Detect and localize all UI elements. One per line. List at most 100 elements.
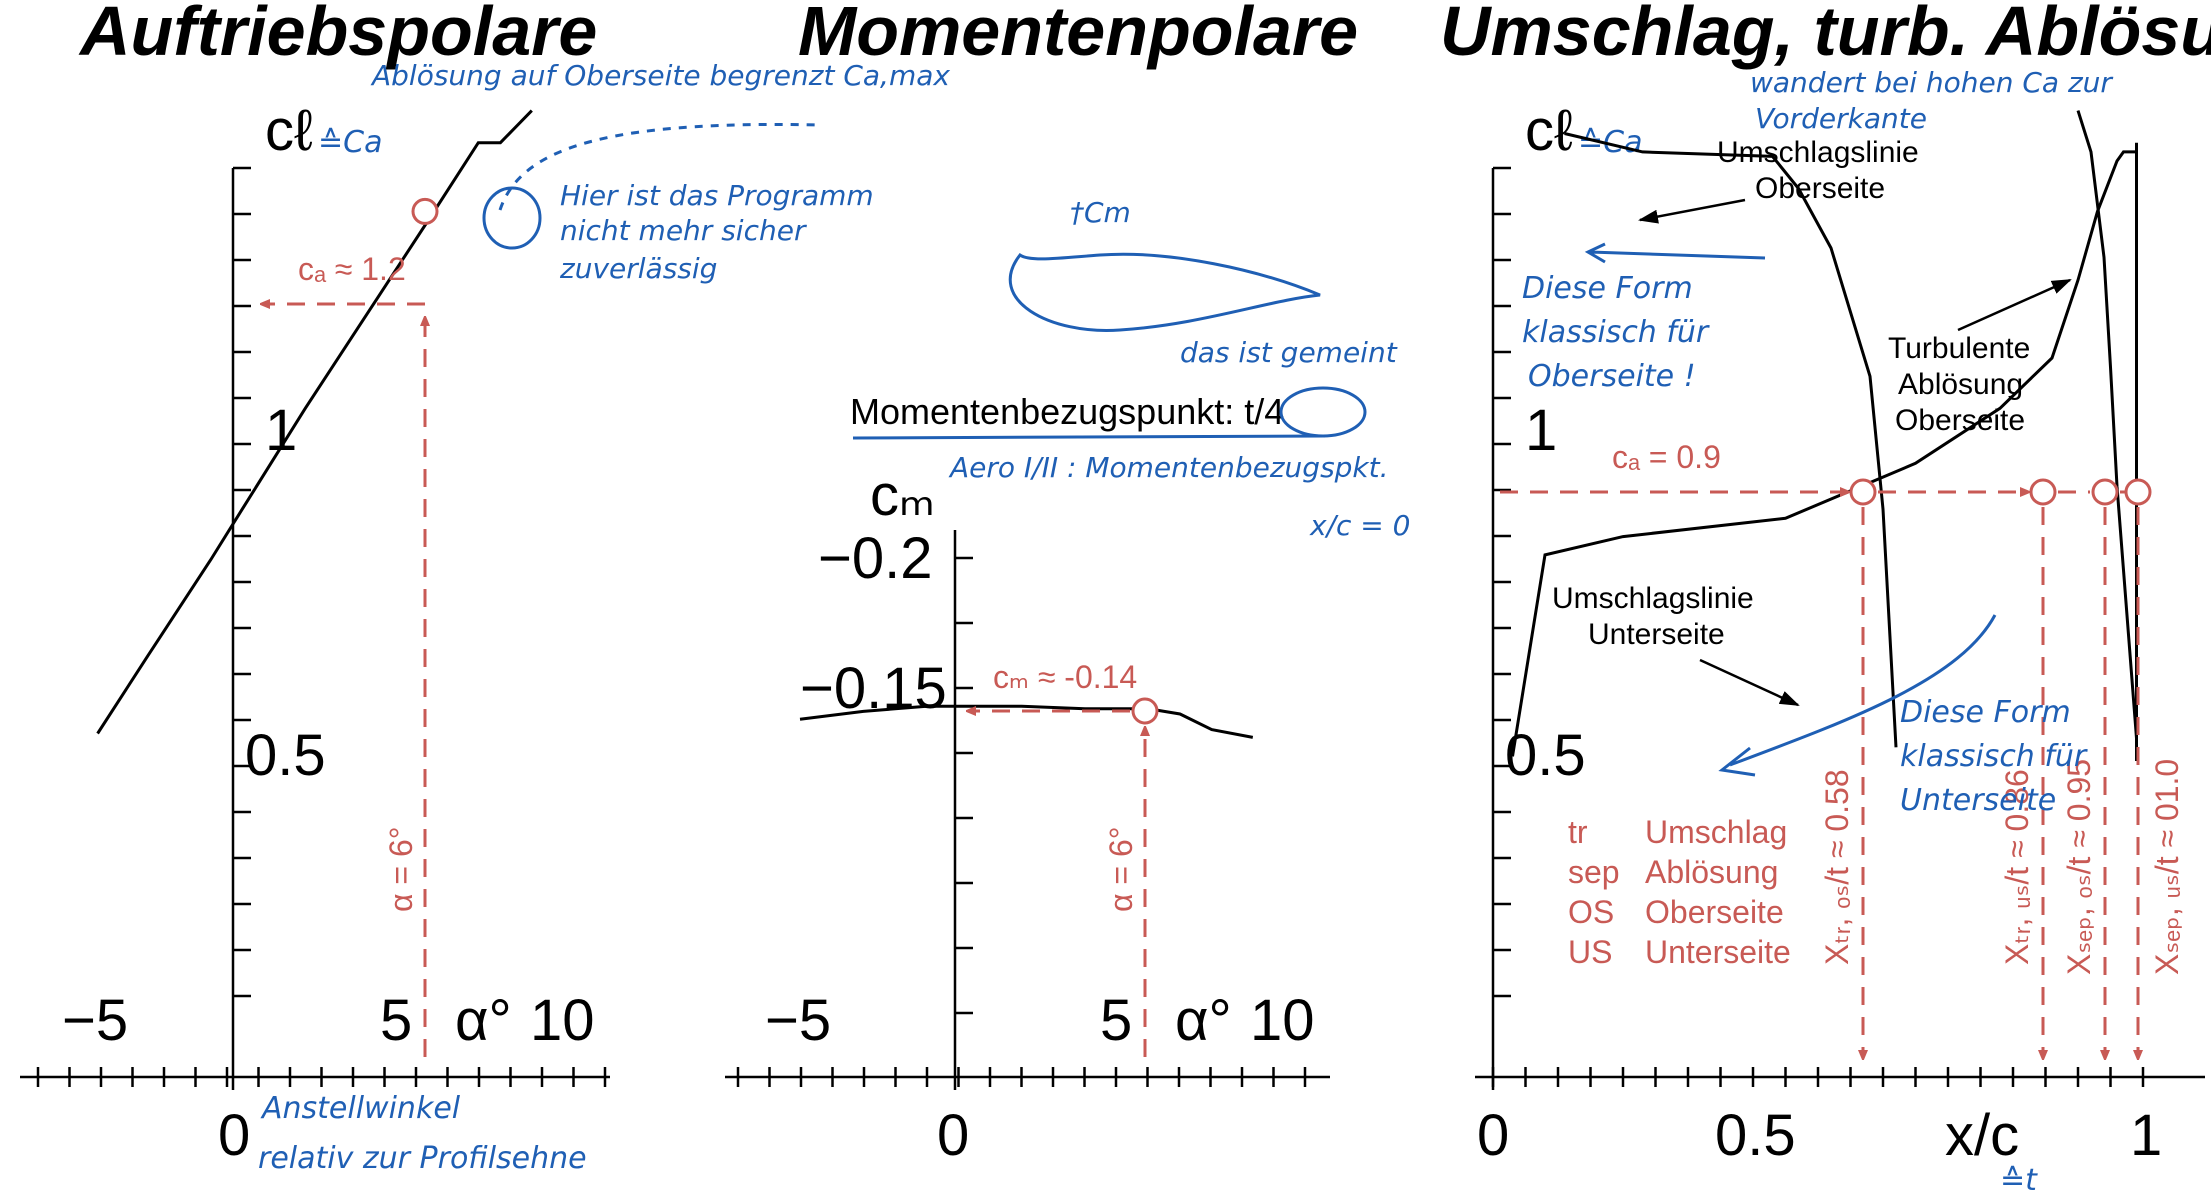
handnote-xc: x/c = 0 xyxy=(1309,509,1410,542)
chart-title: Momentenpolare xyxy=(798,0,1358,70)
panel-umschlag: Umschlag, turb. Ablösung cℓ ≙Ca 0 0.5 1 … xyxy=(1440,0,2211,1198)
handnote-program-2: nicht mehr sicher xyxy=(560,214,807,247)
lift-curve xyxy=(96,109,533,735)
handnote-aero: Aero I/II : Momentenbezugspkt. xyxy=(948,451,1389,484)
xtr-us-label: Xₜᵣ, ᵤₛ/t ≈ 0.86 xyxy=(1999,769,2035,965)
handnote-meant: das ist gemeint xyxy=(1180,336,1398,369)
x-tick-label: 10 xyxy=(530,988,595,1053)
handnote-us-arrow xyxy=(1718,614,1997,777)
airfoil-sketch xyxy=(1008,252,1321,332)
x-tick-label: −5 xyxy=(765,988,831,1053)
ca-label: cₐ ≈ 1.2 xyxy=(298,251,406,287)
label-umschlag-us-1: Umschlagslinie xyxy=(1552,582,1754,615)
handnote-wandert-1: wandert bei hohen Ca zur xyxy=(1750,66,2113,99)
handnote-us-2: klassisch für xyxy=(1900,739,2088,774)
y-tick-label: 0.5 xyxy=(245,723,326,788)
xc-marker xyxy=(2091,478,2119,506)
label-umschlag-us-2: Unterseite xyxy=(1588,618,1725,651)
y-tick-label: 0.5 xyxy=(1505,723,1586,788)
label-turb-1: Turbulente xyxy=(1888,332,2030,365)
x-tick-label: 0.5 xyxy=(1715,1103,1796,1168)
x-tick-label: −5 xyxy=(62,988,128,1053)
handnote-us-3: Unterseite xyxy=(1900,783,2056,818)
y-axis-label: cₘ xyxy=(870,463,935,528)
y-tick-label: −0.2 xyxy=(818,526,933,591)
x-tick-label: 10 xyxy=(1250,988,1315,1053)
y-minor-ticks xyxy=(1493,166,1511,998)
xc-marker xyxy=(2124,478,2152,506)
legend-text-os: Oberseite xyxy=(1645,894,1784,930)
handnote-wandert-2: Vorderkante xyxy=(1755,102,1927,135)
label-turb-2: Ablösung xyxy=(1898,368,2023,401)
transition-curve-2 xyxy=(2076,110,2138,739)
handnote-anstellwinkel-2: relativ zur Profilsehne xyxy=(258,1141,587,1176)
label-umschlag-os-2: Oberseite xyxy=(1755,172,1885,205)
x-tick-label: 1 xyxy=(2130,1103,2162,1168)
handnote-pointer xyxy=(498,123,821,211)
handnote-circle-t4 xyxy=(1279,386,1367,438)
legend-abbr-os: OS xyxy=(1568,894,1614,930)
y-axis-label: cℓ xyxy=(1525,98,1573,163)
transition-curve-0 xyxy=(1564,132,1898,748)
arrow-turb xyxy=(1957,278,2072,332)
x-axis-hand-label: ≙t xyxy=(2000,1163,2038,1198)
y-tick-label: 1 xyxy=(1525,398,1557,463)
handnote-cm: †Cm xyxy=(1070,196,1131,229)
x-minor-ticks xyxy=(1491,1067,2145,1087)
x-tick-label: 0 xyxy=(218,1103,250,1168)
x-minor-ticks xyxy=(36,1067,607,1087)
y-axis-hand-label: ≙Ca xyxy=(318,125,382,160)
handnote-os-3: Oberseite ! xyxy=(1528,359,1696,394)
moment-curve xyxy=(799,704,1254,739)
y-axis-label: cℓ xyxy=(265,98,313,163)
handnote-circle xyxy=(482,186,542,250)
handnote-os-arrow xyxy=(1584,242,1766,264)
xsep-us-label: Xₛₑₚ, ᵤₛ/t ≈ 01.0 xyxy=(2149,759,2185,975)
handnote-program-3: zuverlässig xyxy=(559,252,717,285)
handnote-ablosung: Ablösung auf Oberseite begrenzt Ca,max xyxy=(370,59,950,92)
xtr-os-label: Xₜᵣ, ₒₛ/t ≈ 0.58 xyxy=(1819,769,1855,965)
x-tick-label: 0 xyxy=(937,1103,969,1168)
handnote-underline xyxy=(852,434,1326,440)
operating-point-marker xyxy=(1131,697,1159,725)
y-axis-hand-label: ≙Ca xyxy=(1578,125,1642,160)
x-axis-label: α° xyxy=(455,988,512,1053)
arrow-umschlag-os xyxy=(1638,198,1746,224)
legend-text-sep: Ablösung xyxy=(1645,854,1778,890)
y-minor-ticks xyxy=(233,166,251,998)
alpha-label: α = 6° xyxy=(383,826,419,912)
chart-title: Auftriebspolare xyxy=(78,0,597,70)
x-minor-ticks xyxy=(736,1067,1307,1087)
xc-marker xyxy=(2029,478,2057,506)
panel-momentenpolare: Momentenpolare cₘ −5 0 5 10 α° −0.2 −0.1… xyxy=(725,0,1410,1168)
x-tick-label: 5 xyxy=(380,988,412,1053)
handnote-us-1: Diese Form xyxy=(1900,695,2071,730)
legend-abbr-us: US xyxy=(1568,934,1612,970)
ca-label: cₐ = 0.9 xyxy=(1612,439,1721,475)
arrow-umschlag-us xyxy=(1699,658,1800,707)
label-turb-3: Oberseite xyxy=(1895,404,2025,437)
x-tick-label: 5 xyxy=(1100,988,1132,1053)
xc-marker xyxy=(1849,478,1877,506)
x-axis-label: α° xyxy=(1175,988,1232,1053)
legend-text-us: Unterseite xyxy=(1645,934,1791,970)
handnote-anstellwinkel-1: Anstellwinkel xyxy=(260,1091,461,1126)
handnote-os-2: klassisch für xyxy=(1522,315,1710,350)
x-tick-label: 0 xyxy=(1477,1103,1509,1168)
operating-point-marker xyxy=(411,197,439,225)
alpha-label: α = 6° xyxy=(1103,826,1139,912)
panel-auftriebspolare: Auftriebspolare cℓ ≙Ca −5 0 5 10 α° 0.5 … xyxy=(20,0,950,1176)
y-minor-ticks xyxy=(955,556,973,1015)
cm-label: cₘ ≈ -0.14 xyxy=(993,659,1137,695)
legend-text-tr: Umschlag xyxy=(1645,814,1787,850)
label-umschlag-os-1: Umschlagslinie xyxy=(1717,136,1919,169)
xsep-os-label: Xₛₑₚ, ₒₛ/t ≈ 0.95 xyxy=(2061,759,2097,975)
chart-title: Umschlag, turb. Ablösung xyxy=(1440,0,2211,70)
x-axis-label: x/c xyxy=(1945,1103,2019,1168)
moment-reference-label: Momentenbezugspunkt: t/4 xyxy=(850,391,1284,432)
legend-abbr-tr: tr xyxy=(1568,814,1588,850)
handnote-os-1: Diese Form xyxy=(1522,271,1693,306)
transition-curve-1 xyxy=(1511,150,2137,757)
handnote-program-1: Hier ist das Programm xyxy=(560,179,874,212)
